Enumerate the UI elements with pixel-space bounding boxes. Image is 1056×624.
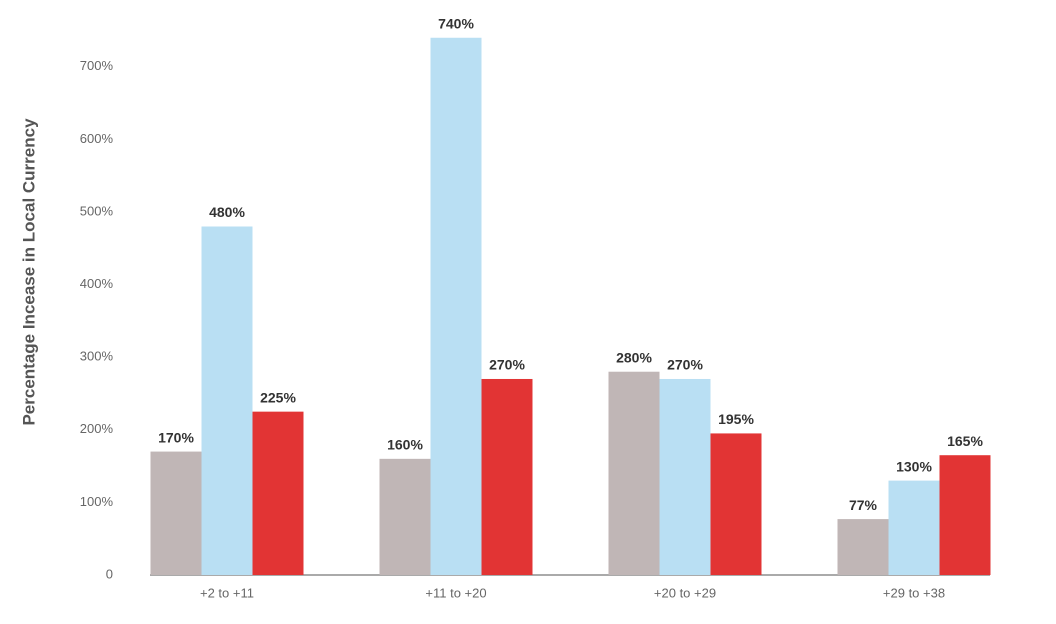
bar [379,458,431,575]
x-tick-label: +20 to +29 [654,585,716,600]
value-label: 270% [667,357,703,373]
y-tick-label: 200% [80,421,114,436]
bar [939,455,991,575]
y-tick-label: 0 [106,566,113,581]
value-label: 270% [489,357,525,373]
value-label: 160% [387,437,423,453]
bar [659,378,711,575]
y-tick-label: 100% [80,494,114,509]
y-axis-label: Percentage Incease in Local Currency [19,118,38,426]
y-tick-label: 500% [80,203,114,218]
y-tick-label: 400% [80,276,114,291]
value-label: 740% [438,15,474,31]
value-label: 280% [616,349,652,365]
y-tick-label: 700% [80,58,114,73]
bar [252,411,304,575]
x-tick-label: +2 to +11 [200,585,254,600]
value-label: 195% [718,411,754,427]
bar [150,451,202,575]
bar [888,480,940,575]
bar [430,37,482,576]
x-tick-label: +11 to +20 [425,585,486,600]
y-tick-label: 600% [80,131,114,146]
bar [201,226,253,576]
bar [481,378,533,575]
x-tick-label: +29 to +38 [883,585,945,600]
value-label: 130% [896,458,932,474]
value-label: 225% [260,389,296,405]
bar [837,519,889,575]
bar [710,433,762,575]
value-label: 480% [209,204,245,220]
bar [608,371,660,575]
y-tick-label: 300% [80,349,114,364]
value-label: 170% [158,429,194,445]
value-label: 77% [849,497,878,513]
value-label: 165% [947,433,983,449]
